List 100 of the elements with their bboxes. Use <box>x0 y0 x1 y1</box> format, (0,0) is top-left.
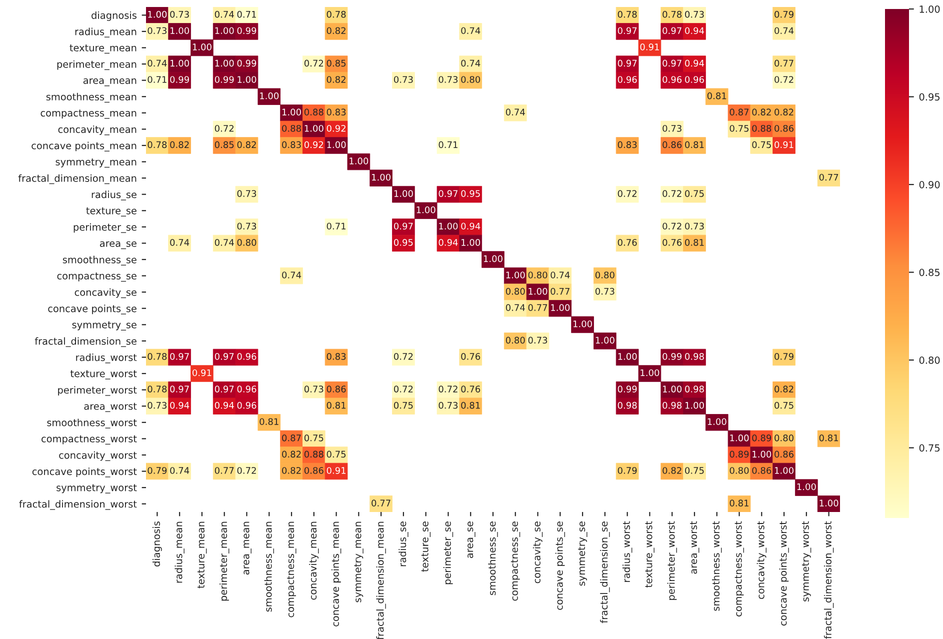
y-tick-label: symmetry_se <box>72 321 136 331</box>
y-tick-label: perimeter_mean <box>57 60 136 70</box>
data-label: 0.86 <box>662 141 682 148</box>
data-label: 0.74 <box>461 60 480 67</box>
data-label: 0.74 <box>170 467 190 474</box>
data-label: 1.00 <box>282 108 301 116</box>
y-tick-label: concave points_worst <box>32 468 137 478</box>
data-label: 0.97 <box>618 60 637 67</box>
data-label: 1.00 <box>618 353 637 360</box>
data-label: 1.00 <box>215 60 234 67</box>
data-label: 0.81 <box>730 500 748 506</box>
data-label: 0.85 <box>326 60 346 67</box>
y-tick-label: radius_worst <box>76 354 137 364</box>
data-label: 1.00 <box>663 386 682 392</box>
data-label: 0.88 <box>752 124 772 132</box>
x-tick-label: smoothness_se <box>488 522 498 596</box>
x-tick-label: smoothness_mean <box>264 522 274 612</box>
data-label: 0.99 <box>662 353 682 360</box>
data-label: 0.73 <box>528 336 548 344</box>
data-label: 0.77 <box>372 500 390 506</box>
data-label: 0.75 <box>774 402 794 409</box>
data-label: 0.73 <box>438 76 458 83</box>
color-bar-label: 0.85 <box>919 268 940 276</box>
data-label: 0.72 <box>214 124 234 132</box>
data-label: 0.74 <box>461 27 480 34</box>
data-label: 1.00 <box>797 483 816 490</box>
data-label: 0.77 <box>819 174 838 181</box>
data-label: 0.73 <box>148 402 167 409</box>
data-label: 1.00 <box>596 336 614 344</box>
data-label: 0.82 <box>282 467 301 474</box>
data-label: 0.97 <box>662 27 682 34</box>
data-label: 1.00 <box>394 190 413 197</box>
data-label: 0.76 <box>461 353 480 360</box>
data-label: 0.72 <box>618 190 636 197</box>
data-label: 0.86 <box>304 467 324 474</box>
data-label: 1.00 <box>730 434 749 442</box>
data-label: 0.99 <box>618 386 637 392</box>
data-label: 0.80 <box>506 288 525 295</box>
data-label: 1.00 <box>820 500 838 506</box>
data-label: 0.98 <box>685 353 704 360</box>
data-label: 0.91 <box>774 141 794 148</box>
data-label: 0.74 <box>170 239 190 246</box>
data-label: 0.82 <box>282 450 301 458</box>
y-tick-label: fractal_dimension_se <box>34 337 136 347</box>
data-label: 0.99 <box>237 27 256 34</box>
data-label: 1.00 <box>215 27 234 34</box>
data-label: 1.00 <box>528 288 548 295</box>
data-label: 0.74 <box>506 108 525 116</box>
data-label: 0.73 <box>170 10 189 18</box>
data-label: 0.72 <box>237 467 256 474</box>
data-label: 1.00 <box>170 27 190 34</box>
data-label: 0.82 <box>752 108 771 116</box>
x-tick-label: area_mean <box>244 522 252 575</box>
data-label: 0.92 <box>304 141 324 148</box>
data-label: 0.76 <box>618 239 637 246</box>
data-label: 0.78 <box>326 10 346 18</box>
data-label: 0.76 <box>662 239 682 246</box>
data-label: 0.73 <box>662 124 682 132</box>
data-label: 0.75 <box>326 450 346 458</box>
data-label: 1.00 <box>462 239 480 246</box>
data-label: 0.99 <box>214 76 234 83</box>
data-label: 0.78 <box>148 141 167 148</box>
y-tick-label: compactness_mean <box>40 110 136 119</box>
data-label: 0.72 <box>662 190 682 197</box>
data-label: 0.74 <box>282 272 302 278</box>
data-label: 0.92 <box>326 124 346 132</box>
y-tick-label: compactness_worst <box>42 435 137 445</box>
data-label: 0.73 <box>237 190 256 197</box>
x-tick-label: smoothness_worst <box>712 521 722 611</box>
y-tick-label: perimeter_se <box>74 223 136 233</box>
data-label: 0.89 <box>730 450 749 458</box>
data-label: 0.97 <box>438 190 458 197</box>
data-label: 0.75 <box>304 434 324 442</box>
color-bar-label: 0.75 <box>919 444 940 452</box>
data-label: 0.73 <box>685 222 704 230</box>
data-label: 0.81 <box>819 434 838 442</box>
data-label: 0.83 <box>326 108 346 116</box>
x-tick-label: area_worst <box>690 521 700 574</box>
data-label: 0.82 <box>326 27 346 34</box>
x-tick-label: concavity_mean <box>309 522 319 600</box>
x-tick-label: concave points_worst <box>779 521 789 626</box>
data-label: 0.74 <box>214 10 234 18</box>
data-label: 0.77 <box>550 288 570 295</box>
y-tick-label: area_se <box>100 241 136 250</box>
data-label: 0.83 <box>326 353 346 360</box>
y-tick-label: concave points_se <box>48 304 136 314</box>
data-label: 0.86 <box>326 386 346 392</box>
x-tick-label: area_se <box>468 522 476 558</box>
data-label: 0.83 <box>282 141 301 148</box>
data-label: 0.79 <box>774 10 794 18</box>
data-label: 0.94 <box>685 60 704 67</box>
data-label: 0.97 <box>170 353 189 360</box>
y-tick-label: concavity_se <box>74 288 136 298</box>
data-label: 0.72 <box>304 60 324 67</box>
x-tick-label: concavity_se <box>532 522 543 584</box>
y-tick-label: diagnosis <box>92 11 136 21</box>
data-label: 0.78 <box>662 10 682 18</box>
data-label: 0.72 <box>662 222 682 230</box>
data-label: 1.00 <box>506 272 525 278</box>
data-label: 0.83 <box>618 141 637 148</box>
